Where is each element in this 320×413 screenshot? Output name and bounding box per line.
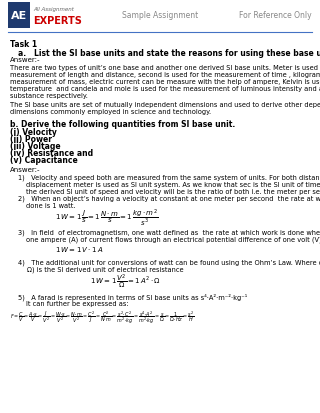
Text: There are two types of unit’s one base and another one derived SI base units. Me: There are two types of unit’s one base a…	[10, 65, 320, 71]
Text: displacement meter is used as SI unit system. As we know that sec is the SI unit: displacement meter is used as SI unit sy…	[26, 182, 320, 188]
Text: $\Omega$: $\Omega$	[26, 265, 33, 274]
Text: the derived SI unit of speed and velocity will be is the ratio of both i.e. the : the derived SI unit of speed and velocit…	[26, 189, 320, 195]
Text: (v) Capacitance: (v) Capacitance	[10, 156, 78, 165]
Text: EXPERTS: EXPERTS	[33, 16, 82, 26]
Text: measurement of mass, electric current can be measure with the help of ampere, Ke: measurement of mass, electric current ca…	[10, 79, 320, 85]
Text: $1\,W = 1\,V \cdot 1\,A$: $1\,W = 1\,V \cdot 1\,A$	[55, 245, 103, 254]
Text: 3)   In field  of electromagnetism, one watt defined as  the rate at which work : 3) In field of electromagnetism, one wat…	[18, 230, 320, 236]
Text: 4)   The additional unit for conversions of watt can be found using the Ohm’s La: 4) The additional unit for conversions o…	[18, 259, 320, 266]
Text: $1\,W = 1\,\dfrac{V^2}{\Omega} = 1\,A^2 \cdot \Omega$: $1\,W = 1\,\dfrac{V^2}{\Omega} = 1\,A^2 …	[90, 272, 161, 290]
Text: measurement of length and distance, second is used for the measurement of time ,: measurement of length and distance, seco…	[10, 72, 320, 78]
Text: All Assignment: All Assignment	[33, 7, 74, 12]
Text: Answer:-: Answer:-	[10, 166, 41, 173]
Text: For Reference Only: For Reference Only	[239, 10, 312, 19]
Text: The SI base units are set of mutually independent dimensions and used to derive : The SI base units are set of mutually in…	[10, 102, 320, 108]
Text: substance respectively.: substance respectively.	[10, 93, 88, 99]
Text: (iii) Voltage: (iii) Voltage	[10, 142, 60, 151]
Text: (ii) Power: (ii) Power	[10, 135, 52, 144]
Text: (iv) Resistance and: (iv) Resistance and	[10, 149, 93, 158]
Text: (i) Velocity: (i) Velocity	[10, 128, 57, 137]
Text: Sample Assignment: Sample Assignment	[122, 10, 198, 19]
Text: one ampere (A) of current flows through an electrical potential difference of on: one ampere (A) of current flows through …	[26, 236, 320, 243]
Text: 1)   Velocity and speed both are measured from the same system of units. For bot: 1) Velocity and speed both are measured …	[18, 175, 320, 181]
Text: a.   List the SI base units and state the reasons for using these base units.: a. List the SI base units and state the …	[18, 49, 320, 58]
Text: $F = \dfrac{C}{V} = \dfrac{A{\cdot}s}{V} = \dfrac{J}{V^2} = \dfrac{W{\cdot}s}{V^: $F = \dfrac{C}{V} = \dfrac{A{\cdot}s}{V}…	[10, 309, 195, 325]
Text: It can further be expressed as:: It can further be expressed as:	[26, 300, 129, 306]
Text: 2)   When an object’s having a velocity at constant at one meter per second  the: 2) When an object’s having a velocity at…	[18, 195, 320, 202]
Text: ) is the SI derived unit of electrical resistance: ) is the SI derived unit of electrical r…	[32, 266, 184, 273]
Text: dimensions commonly employed in science and technology.: dimensions commonly employed in science …	[10, 109, 211, 115]
Text: Answer:-: Answer:-	[10, 57, 41, 63]
Text: temperature  and candela and mole is used for the measurement of luminous intens: temperature and candela and mole is used…	[10, 86, 320, 92]
Text: done is 1 watt.: done is 1 watt.	[26, 202, 76, 209]
Text: Task 1: Task 1	[10, 40, 37, 49]
Text: 5)   A farad is represented in terms of SI base units as s⁴·A²·m⁻²·kg⁻¹: 5) A farad is represented in terms of SI…	[18, 293, 247, 301]
FancyBboxPatch shape	[8, 3, 30, 29]
Text: $1\,W = 1\,\dfrac{J}{s} = 1\,\dfrac{N \cdot m}{s} = 1\,\dfrac{kg \cdot m^2}{s^3}: $1\,W = 1\,\dfrac{J}{s} = 1\,\dfrac{N \c…	[55, 207, 158, 228]
Text: b. Derive the following quantities from SI base unit.: b. Derive the following quantities from …	[10, 120, 235, 129]
Text: AE: AE	[11, 11, 27, 21]
